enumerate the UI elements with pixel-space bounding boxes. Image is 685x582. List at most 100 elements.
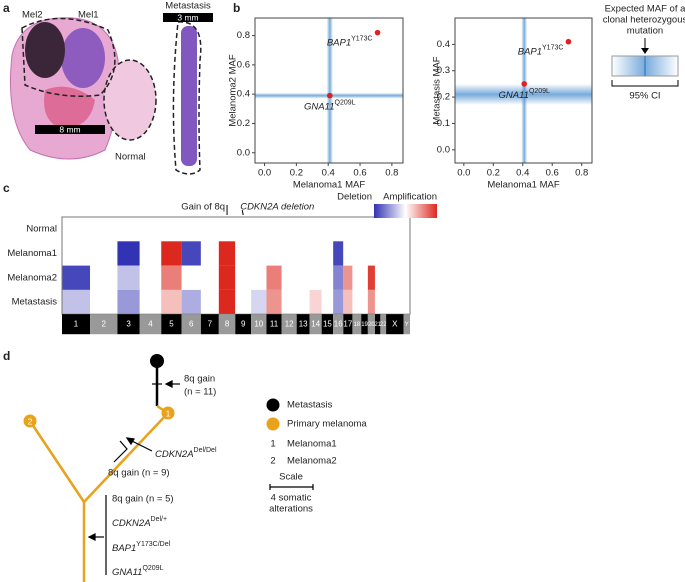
superscript: Y173C xyxy=(542,45,563,52)
color-scale xyxy=(374,204,437,218)
cell xyxy=(343,265,353,290)
cell xyxy=(200,217,219,242)
chrom-label: 19 xyxy=(361,322,368,328)
arrow xyxy=(129,439,153,452)
chrom-label: 9 xyxy=(241,319,246,328)
cell xyxy=(361,265,368,290)
chrom-block xyxy=(367,314,375,335)
event-text: GNA11Q209L xyxy=(112,565,164,577)
cell xyxy=(333,241,344,266)
chrom-block xyxy=(374,314,381,335)
event-text: CDKN2ADel/+ xyxy=(112,516,167,528)
cell xyxy=(386,217,404,242)
node xyxy=(161,406,175,420)
chrom-label: 16 xyxy=(334,319,343,328)
cell xyxy=(266,289,282,315)
event-text: 8q gain xyxy=(184,374,215,385)
gene: BAP1 xyxy=(112,543,136,554)
legend-swatch xyxy=(266,398,280,412)
cell xyxy=(281,217,297,242)
y-tick-label: 0.3 xyxy=(437,65,450,76)
cell xyxy=(403,289,410,315)
chrom-label: 20 xyxy=(368,322,375,328)
ci-band xyxy=(455,83,592,105)
mel2 xyxy=(25,22,65,78)
cell xyxy=(181,241,201,266)
cell xyxy=(251,265,267,290)
cell xyxy=(374,217,381,242)
legend-text: alterations xyxy=(269,504,313,515)
branch xyxy=(83,412,169,503)
cell xyxy=(352,265,362,290)
legend-text: Primary melanoma xyxy=(287,419,367,430)
legend-text: 4 somatic xyxy=(271,493,312,504)
point xyxy=(565,38,572,45)
node xyxy=(23,414,37,428)
chrom-label: Y xyxy=(405,322,409,328)
panel-label: d xyxy=(3,349,10,363)
cell xyxy=(218,241,236,266)
region-label: Normal xyxy=(115,152,146,163)
chrom-block xyxy=(281,314,297,335)
x-tick-label: 0.8 xyxy=(385,168,398,179)
plot-frame xyxy=(454,17,593,164)
cell xyxy=(251,289,267,315)
cell xyxy=(361,289,368,315)
cell xyxy=(309,241,322,266)
metastasis-tissue xyxy=(181,26,197,166)
superscript: Del/Del xyxy=(194,447,217,454)
cell xyxy=(161,265,182,290)
chrom-block xyxy=(62,314,91,335)
event-text: 8q gain (n = 9) xyxy=(108,468,170,479)
cell xyxy=(352,289,362,315)
event-text: CDKN2ADel/Del xyxy=(155,447,217,459)
superscript: Q209L xyxy=(142,565,163,572)
gene: GNA11 xyxy=(498,89,528,100)
cell xyxy=(296,289,310,315)
cell xyxy=(139,265,162,290)
cell xyxy=(374,289,381,315)
cell xyxy=(296,241,310,266)
arrow-head xyxy=(164,380,173,388)
cell xyxy=(367,265,375,290)
cell xyxy=(367,289,375,315)
legend-swatch xyxy=(266,417,280,431)
chrom-block xyxy=(361,314,368,335)
cell xyxy=(309,265,322,290)
node-label: 1 xyxy=(166,408,171,418)
panel-label: b xyxy=(233,1,240,15)
y-tick-label: 0.2 xyxy=(237,118,250,129)
scale-label: 8 mm xyxy=(59,124,80,134)
tumor-region xyxy=(44,86,95,129)
x-tick-label: 0.2 xyxy=(290,168,303,179)
cell xyxy=(321,217,334,242)
point-label: GNA11Q209L xyxy=(304,100,356,112)
chrom-block xyxy=(352,314,362,335)
chrom-label: 8 xyxy=(225,319,230,328)
x-tick-label: 0.0 xyxy=(457,168,470,179)
cell xyxy=(380,217,387,242)
panel-labels: a b c d xyxy=(3,1,240,363)
cell xyxy=(161,289,182,315)
cell xyxy=(266,241,282,266)
cell xyxy=(386,265,404,290)
y-axis-label: Metastasis MAF xyxy=(432,56,443,124)
plot-frame xyxy=(254,17,404,164)
gene: BAP1 xyxy=(327,37,351,48)
cell xyxy=(333,289,344,315)
panel-label: a xyxy=(3,1,10,15)
legend-text: 1 xyxy=(270,439,275,450)
point-label: GNA11Q209L xyxy=(498,88,550,100)
x-tick-label: 0.2 xyxy=(487,168,500,179)
x-tick-label: 0.8 xyxy=(575,168,588,179)
normal-region xyxy=(103,59,157,141)
chrom-label: 22 xyxy=(380,322,387,328)
point-label: BAP1Y173C xyxy=(327,36,373,48)
legend-text: clonal heterozygous xyxy=(603,15,685,26)
x-tick-label: 0.6 xyxy=(353,168,366,179)
cell xyxy=(90,265,118,290)
mel1 xyxy=(61,28,105,88)
cell xyxy=(374,241,381,266)
cell xyxy=(139,217,162,242)
